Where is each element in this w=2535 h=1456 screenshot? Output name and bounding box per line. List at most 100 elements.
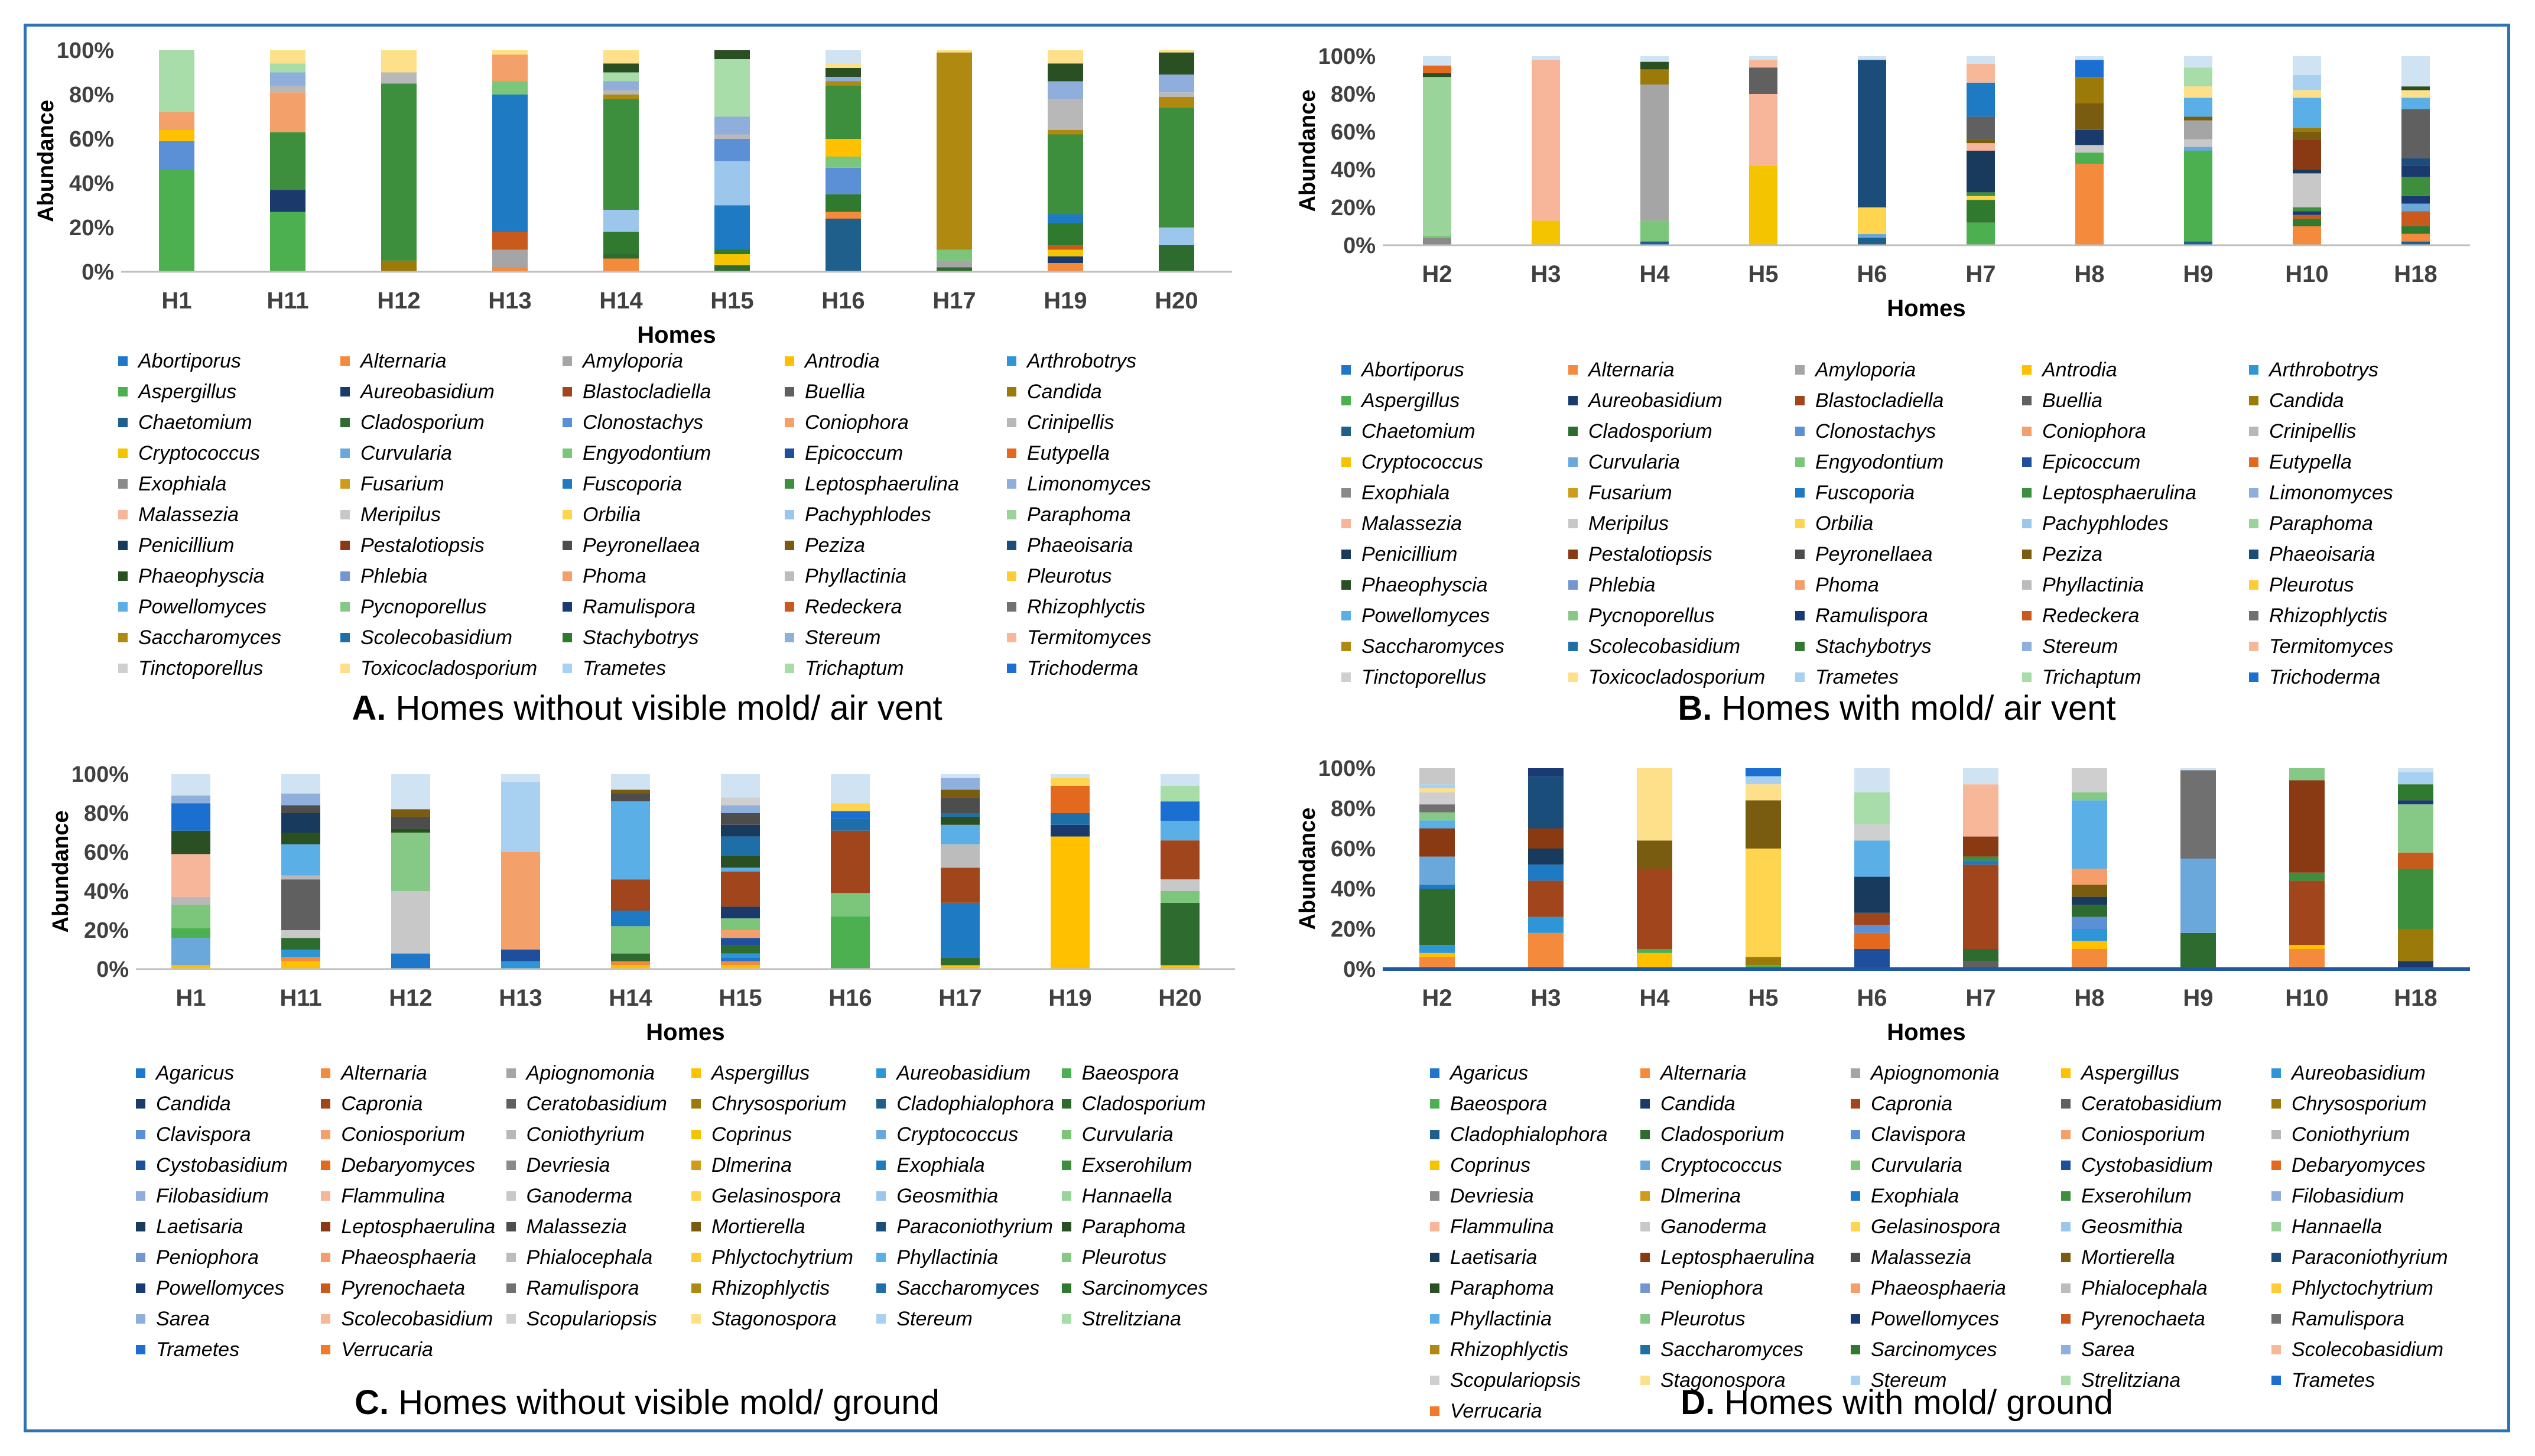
legend-item: Peziza <box>785 530 1007 561</box>
legend-label: Devriesia <box>1450 1184 1534 1207</box>
x-axis-title: Homes <box>646 1019 724 1045</box>
legend-label: Cystobasidium <box>156 1153 288 1176</box>
legend-item: Exophiala <box>876 1150 1061 1181</box>
x-tick-label: H15 <box>719 985 762 1011</box>
legend-label: Engyodontium <box>1815 450 1944 473</box>
bar-segment <box>1854 768 1890 792</box>
legend-label: Phlebia <box>360 564 428 587</box>
legend-swatch <box>876 1253 886 1262</box>
legend-item: Stereum <box>876 1304 1061 1334</box>
legend-item: Saccharomyces <box>876 1273 1061 1304</box>
legend-item: Phlebia <box>1568 570 1795 600</box>
legend-item: Epicoccum <box>785 438 1007 469</box>
legend-swatch <box>2271 1314 2281 1324</box>
bar-segment <box>2293 128 2321 132</box>
bar-segment <box>2401 211 2430 226</box>
bar-segment <box>611 911 650 927</box>
legend-label: Apiognomonia <box>526 1061 655 1084</box>
legend-label: Blastocladiella <box>583 380 711 403</box>
bar-segment <box>611 794 650 802</box>
chart-c: 0% 20% 40% 60% 80% 100% H1 H11 H12 H13 H14 H15 H16 H1… <box>48 762 1235 1045</box>
legend-swatch <box>1795 672 1805 682</box>
bar-segment <box>1746 768 1781 776</box>
bar-segment <box>1048 214 1083 223</box>
bar-segment <box>1637 768 1672 841</box>
legend-item: Malassezia <box>1341 508 1568 539</box>
legend-label: Eutypella <box>2269 450 2352 473</box>
legend-swatch <box>2022 519 2032 528</box>
bar-segment <box>2072 896 2107 905</box>
legend-swatch <box>321 1345 331 1354</box>
legend-swatch <box>1341 642 1351 651</box>
legend-swatch <box>1795 611 1805 620</box>
bar-segment <box>937 52 972 250</box>
bar-segment <box>2293 90 2321 98</box>
legend-label: Peniophora <box>1660 1276 1763 1299</box>
y-tick-label: 60% <box>84 840 129 865</box>
legend-swatch <box>506 1130 516 1139</box>
legend-item: Aureobasidium <box>340 376 563 407</box>
bar-segment <box>270 132 306 190</box>
x-tick-label: H11 <box>266 288 308 314</box>
legend-item: Scolecobasidium <box>321 1304 506 1334</box>
bar-segment <box>1048 263 1083 272</box>
legend-item: Fuscoporia <box>563 469 785 499</box>
legend-item: Curvularia <box>1568 447 1795 477</box>
legend-label: Paraphoma <box>2269 512 2373 535</box>
bar-segment <box>2293 170 2321 174</box>
bar-segment <box>1048 245 1083 250</box>
legend-label: Coniosporium <box>2081 1123 2205 1146</box>
legend-label: Curvularia <box>1081 1123 1174 1146</box>
legend-swatch <box>2061 1345 2071 1354</box>
legend-item: Aspergillus <box>118 376 340 407</box>
legend-swatch <box>1851 1345 1860 1354</box>
bar-segment <box>714 205 750 250</box>
bar-segment <box>492 81 528 95</box>
bar-segment <box>281 950 320 958</box>
bar-segment <box>1159 92 1194 97</box>
bar-segment <box>831 830 870 893</box>
legend-swatch <box>1061 1283 1071 1293</box>
legend-item: Sarea <box>2061 1334 2271 1365</box>
bar-segment <box>1423 66 1451 73</box>
bar-segment <box>714 134 750 139</box>
legend-item: Rhizophlyctis <box>2249 600 2476 631</box>
legend-label: Engyodontium <box>583 441 711 464</box>
bar-segment <box>1854 912 1890 925</box>
legend-item: Phaeophyscia <box>1341 570 1568 600</box>
legend-swatch <box>2022 611 2032 620</box>
bar-segment <box>611 801 650 880</box>
y-tick-label: 0% <box>82 260 114 285</box>
legend-item: Ceratobasidium <box>2061 1088 2271 1119</box>
bar-segment <box>941 774 980 778</box>
bar-segment <box>281 833 320 844</box>
bar-segment <box>721 965 760 969</box>
bar-segment <box>1423 73 1451 77</box>
legend-label: Amyloporia <box>1815 358 1916 381</box>
legend-label: Curvularia <box>1588 450 1680 473</box>
legend-swatch <box>691 1253 701 1262</box>
legend-label: Malassezia <box>138 503 239 526</box>
x-tick-label: H18 <box>2394 261 2437 287</box>
bar-segment <box>714 161 750 206</box>
legend-label: Chrysosporium <box>711 1092 847 1115</box>
legend-item: Pycnoporellus <box>1568 600 1795 631</box>
x-tick-label: H5 <box>1748 985 1778 1011</box>
legend-swatch <box>876 1222 886 1231</box>
legend-swatch <box>118 448 128 458</box>
legend-label: Pleurotus <box>1081 1246 1167 1269</box>
x-tick-label: H20 <box>1155 288 1198 314</box>
x-tick-label: H11 <box>280 985 321 1011</box>
legend-label: Rhizophlyctis <box>1450 1338 1569 1361</box>
legend-swatch <box>136 1345 145 1354</box>
bar-segment <box>1640 61 1669 70</box>
legend-swatch <box>506 1068 516 1078</box>
bar-segment <box>831 803 870 811</box>
legend-swatch <box>1795 365 1805 375</box>
legend-label: Geosmithia <box>2081 1215 2183 1238</box>
legend-label: Dlmerina <box>711 1153 792 1176</box>
bar-segment <box>270 50 306 64</box>
legend-item: Fusarium <box>1568 477 1795 508</box>
legend-swatch <box>1061 1314 1071 1324</box>
legend-item: Coniothyrium <box>2271 1119 2482 1150</box>
